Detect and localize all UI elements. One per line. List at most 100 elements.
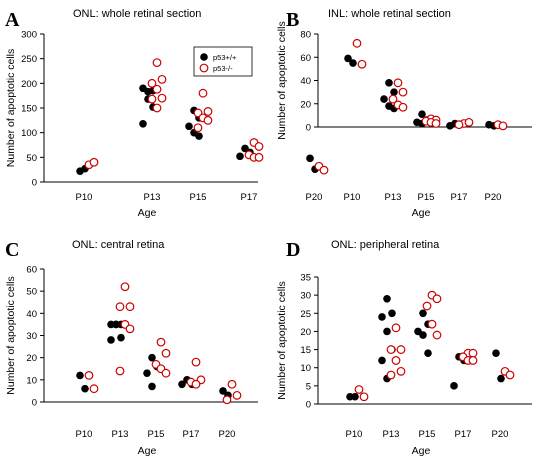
data-point-knockout xyxy=(203,115,213,125)
data-point-wild-type xyxy=(148,353,156,362)
panel-letter: D xyxy=(286,239,300,261)
x-tick-label: P17 xyxy=(455,429,472,440)
data-point-knockout xyxy=(89,157,99,167)
chart-title: ONL: whole retinal section xyxy=(73,8,201,20)
y-tick-label: 80 xyxy=(300,30,311,41)
y-tick-label: 60 xyxy=(26,265,37,276)
y-tick-label: 40 xyxy=(300,76,311,87)
y-tick-label: 35 xyxy=(300,273,311,284)
panel-letter: B xyxy=(286,9,299,31)
data-point-knockout xyxy=(125,324,135,334)
data-point-wild-type xyxy=(383,327,391,336)
y-tick-label: 10 xyxy=(300,363,311,374)
data-point-knockout xyxy=(319,165,329,175)
data-point-knockout xyxy=(396,345,406,354)
x-tick-label: P10 xyxy=(76,429,93,440)
data-point-wild-type xyxy=(378,313,386,321)
y-tick-label: 0 xyxy=(306,123,311,134)
data-point-wild-type xyxy=(107,336,115,344)
y-axis-title: Number of apoptotic cells xyxy=(276,281,288,399)
data-point-wild-type xyxy=(388,309,396,318)
legend-marker-knockout xyxy=(199,63,209,73)
data-point-wild-type xyxy=(419,309,427,318)
data-point-knockout xyxy=(222,395,232,405)
data-point-knockout xyxy=(386,345,396,354)
data-point-knockout xyxy=(152,103,162,113)
y-tick-label: 50 xyxy=(26,287,37,298)
x-tick-label: P13 xyxy=(383,429,400,440)
data-point-wild-type xyxy=(383,294,391,303)
y-tick-label: 0 xyxy=(306,400,311,411)
data-point-knockout xyxy=(115,302,125,312)
data-point-wild-type xyxy=(178,380,186,389)
legend-label-knockout: p53-/- xyxy=(213,64,233,73)
data-point-knockout xyxy=(227,379,237,389)
x-tick-label: P15 xyxy=(190,192,207,203)
data-point-wild-type xyxy=(143,369,151,377)
data-point-knockout xyxy=(191,379,201,389)
data-point-wild-type xyxy=(450,382,458,390)
data-point-wild-type xyxy=(185,122,193,131)
x-tick-label: P20 xyxy=(485,192,502,203)
y-tick-label: 200 xyxy=(21,79,37,90)
legend: p53+/+ p53-/- xyxy=(193,46,253,77)
x-tick-label: P13 xyxy=(144,192,161,203)
data-point-wild-type xyxy=(148,382,156,391)
x-tick-label: P17 xyxy=(183,429,200,440)
y-tick-label: 30 xyxy=(300,291,311,302)
data-point-knockout xyxy=(161,348,171,358)
x-axis-title: Age xyxy=(138,207,157,219)
data-point-wild-type xyxy=(385,79,393,87)
x-tick-label: P15 xyxy=(418,192,435,203)
data-point-knockout xyxy=(398,87,408,97)
y-tick-label: 25 xyxy=(300,309,311,320)
data-point-knockout xyxy=(157,93,167,103)
panel-letter: A xyxy=(5,9,20,31)
panel-a: A ONL: whole retinal section0501001502002… xyxy=(5,8,329,219)
data-point-knockout xyxy=(254,142,264,151)
data-point-knockout xyxy=(193,123,203,133)
data-point-wild-type xyxy=(112,320,120,329)
data-point-wild-type xyxy=(418,110,426,119)
data-point-knockout xyxy=(468,356,478,365)
data-point-wild-type xyxy=(139,84,147,93)
x-tick-label: P10 xyxy=(346,429,363,440)
y-tick-label: 20 xyxy=(300,99,311,110)
x-axis-title: Age xyxy=(412,207,431,219)
y-tick-label: 30 xyxy=(26,331,37,342)
data-point-knockout xyxy=(120,282,130,292)
data-point-wild-type xyxy=(446,122,454,130)
data-point-knockout xyxy=(468,348,478,358)
legend-marker-wild-type xyxy=(200,53,208,61)
data-point-wild-type xyxy=(378,356,386,365)
chart-title: INL: whole retinal section xyxy=(328,8,451,20)
data-point-knockout xyxy=(232,390,242,400)
data-point-wild-type xyxy=(236,152,244,161)
data-point-knockout xyxy=(152,84,162,94)
y-axis-title: Number of apoptotic cells xyxy=(5,276,17,394)
data-point-knockout xyxy=(254,152,264,162)
data-point-knockout xyxy=(115,366,125,376)
data-point-knockout xyxy=(157,74,167,84)
legend-box xyxy=(193,46,253,77)
panel-letter: C xyxy=(5,239,19,261)
y-tick-label: 150 xyxy=(21,104,37,115)
y-tick-label: 250 xyxy=(21,54,37,65)
y-tick-label: 10 xyxy=(26,375,37,386)
data-point-wild-type xyxy=(424,349,432,358)
chart-title: ONL: peripheral retina xyxy=(331,239,440,251)
data-point-knockout xyxy=(505,370,515,380)
x-tick-label: P17 xyxy=(451,192,468,203)
data-point-knockout xyxy=(198,88,208,98)
chart-title: ONL: central retina xyxy=(72,239,165,251)
y-tick-label: 5 xyxy=(306,381,311,392)
data-point-knockout xyxy=(147,94,157,104)
y-tick-label: 15 xyxy=(300,345,311,356)
data-point-knockout xyxy=(359,392,369,402)
data-point-wild-type xyxy=(390,88,398,96)
data-point-wild-type xyxy=(219,387,227,395)
data-point-wild-type xyxy=(117,333,125,342)
data-point-knockout xyxy=(391,323,401,333)
data-point-knockout xyxy=(352,38,362,48)
panel-d: D ONL: peripheral retina 0 5 10 15 20 25 30 35 P10… xyxy=(276,239,532,457)
